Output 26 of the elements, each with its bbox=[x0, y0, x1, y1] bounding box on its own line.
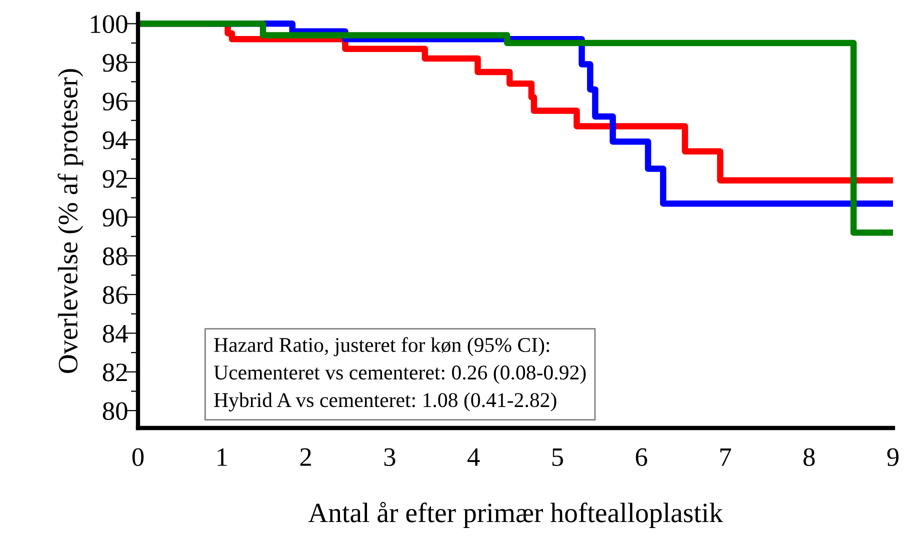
x-tick-label: 8 bbox=[804, 448, 815, 466]
y-tick-label: 86 bbox=[102, 286, 128, 304]
y-tick-label: 80 bbox=[102, 402, 128, 420]
y-axis-title: Overlevelse (% af proteser) bbox=[58, 69, 84, 373]
y-tick-label: 92 bbox=[102, 170, 127, 188]
y-tick-label: 88 bbox=[102, 247, 128, 266]
y-tick-label: 98 bbox=[102, 54, 128, 72]
x-tick-label: 4 bbox=[467, 448, 480, 466]
x-tick-label: 7 bbox=[720, 448, 732, 466]
y-tick-label: 94 bbox=[102, 131, 128, 150]
x-tick-label: 5 bbox=[552, 448, 564, 466]
x-tick-label: 9 bbox=[887, 448, 899, 466]
x-tick-label: 2 bbox=[300, 448, 311, 466]
x-tick-label: 3 bbox=[384, 448, 396, 466]
x-tick-label: 0 bbox=[132, 448, 144, 466]
annotation: Ucementeret vs cementeret: 0.26 (0.08-0.92) bbox=[214, 364, 586, 384]
y-tick-label: 96 bbox=[102, 92, 128, 110]
x-tick-label: 6 bbox=[636, 448, 648, 466]
y-tick-label: 82 bbox=[102, 364, 127, 382]
annotation: Hazard Ratio, justeret for køn (95% CI): bbox=[214, 337, 550, 356]
y-tick-label: 90 bbox=[102, 208, 128, 227]
annotation: Hybrid A vs cementeret: 1.08 (0.41-2.82) bbox=[214, 392, 556, 412]
x-axis-title: Antal år efter primær hoftealloplastik bbox=[308, 502, 723, 528]
x-tick-label: 1 bbox=[218, 448, 227, 466]
y-tick-label: 84 bbox=[102, 324, 128, 343]
y-tick-label: 100 bbox=[91, 15, 128, 34]
